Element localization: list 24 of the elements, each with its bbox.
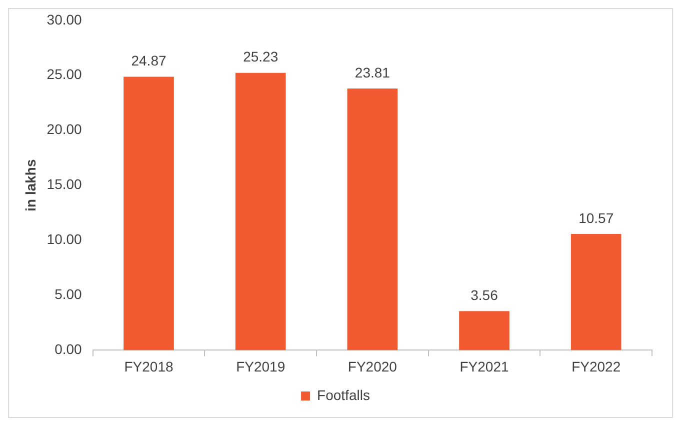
y-tick-label: 30.00 [46, 11, 82, 28]
x-tick-label: FY2022 [572, 358, 621, 374]
y-tick-label: 0.00 [54, 341, 82, 358]
data-label: 25.23 [243, 48, 278, 65]
x-tick-label: FY2021 [460, 358, 509, 374]
y-tick-label: 10.00 [46, 231, 82, 248]
y-tick-label: 25.00 [46, 66, 82, 82]
data-label: 10.57 [578, 210, 614, 226]
bar [570, 234, 622, 350]
bar [459, 311, 510, 350]
bar [124, 76, 174, 350]
y-tick-label: 15.00 [46, 176, 82, 192]
data-label: 3.56 [470, 286, 498, 303]
x-tick-label: FY2018 [124, 358, 174, 374]
x-tick-label: FY2020 [348, 358, 398, 374]
legend-label: Footfalls [317, 386, 370, 403]
bar [347, 88, 398, 350]
y-tick-label: 5.00 [54, 286, 82, 302]
y-tick-label: 20.00 [46, 121, 82, 138]
x-tick-label: FY2019 [236, 358, 286, 374]
data-label: 23.81 [354, 64, 390, 80]
bar [235, 72, 286, 350]
data-label: 24.87 [131, 52, 166, 69]
y-axis-title: in lakhs [22, 159, 38, 212]
